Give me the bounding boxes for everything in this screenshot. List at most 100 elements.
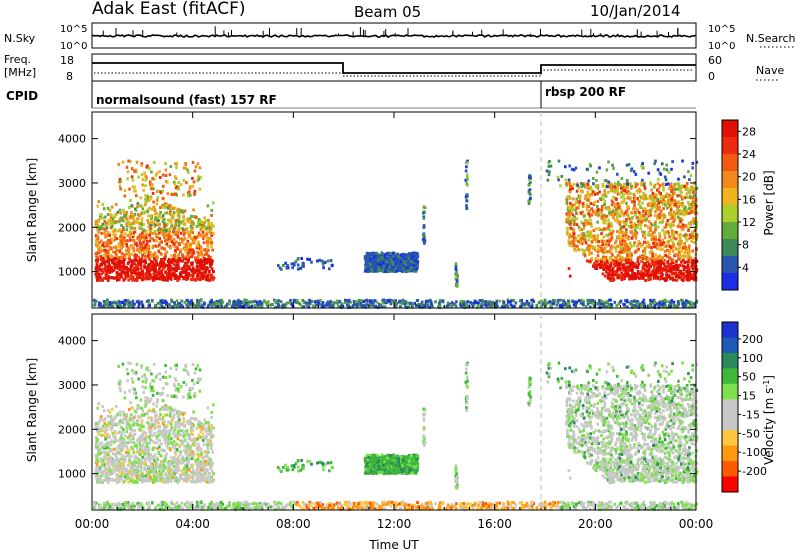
power-cell <box>116 266 120 270</box>
power-cell <box>602 227 606 231</box>
power-cell <box>644 224 647 227</box>
power-cell <box>371 304 375 307</box>
power-cell <box>574 249 578 252</box>
power-cell <box>167 240 170 244</box>
power-cell <box>166 275 170 279</box>
power-cell <box>669 268 672 272</box>
power-cell <box>593 192 597 196</box>
sky-panel: N.Sky 10^5 10^0 10^5 10^0 N.Search <box>4 22 796 52</box>
power-cell <box>178 222 181 226</box>
power-cell <box>185 299 188 303</box>
power-cell <box>681 258 685 262</box>
power-cell <box>385 300 389 304</box>
power-cell <box>611 212 615 216</box>
power-cell <box>685 299 688 303</box>
power-cell <box>479 299 482 302</box>
power-cell <box>208 227 211 230</box>
power-cell <box>103 223 107 227</box>
power-cell <box>109 254 112 257</box>
power-cell <box>155 239 158 243</box>
power-cell <box>620 271 623 275</box>
power-cell <box>161 301 165 305</box>
power-cell <box>219 303 223 307</box>
power-cell <box>128 267 132 271</box>
power-cell <box>662 198 665 202</box>
power-cell <box>691 236 695 240</box>
power-cell <box>642 305 646 309</box>
power-cell <box>165 211 169 215</box>
power-cell <box>607 302 611 306</box>
power-cell <box>684 251 687 255</box>
power-cell <box>656 182 660 186</box>
power-cell <box>111 217 115 221</box>
power-cell <box>682 301 685 305</box>
power-cell <box>693 221 696 225</box>
power-cell <box>100 239 103 243</box>
power-cell <box>118 249 122 253</box>
power-cell <box>619 227 623 231</box>
power-cell <box>639 244 643 248</box>
power-cell <box>598 301 601 305</box>
power-cell <box>132 221 135 225</box>
power-cell <box>126 239 130 243</box>
power-cell <box>100 272 103 276</box>
power-cell <box>161 189 165 193</box>
power-cell <box>206 230 210 234</box>
power-cell <box>148 257 151 261</box>
power-cell <box>215 299 219 303</box>
power-cell <box>165 278 168 282</box>
power-cell <box>133 277 137 281</box>
power-cell <box>104 235 107 239</box>
power-cell <box>100 225 103 229</box>
power-cell <box>633 181 637 185</box>
power-cell <box>346 300 350 304</box>
power-cell <box>380 269 384 273</box>
power-cell <box>621 185 624 189</box>
power-cell <box>629 196 632 200</box>
power-cell <box>636 302 640 306</box>
power-cell <box>394 262 397 266</box>
power-cell <box>667 243 671 247</box>
power-cell <box>679 233 682 237</box>
power-cell <box>135 266 138 270</box>
power-cell <box>403 302 407 306</box>
power-cell <box>107 278 110 282</box>
power-cell <box>167 218 170 222</box>
power-cell <box>611 258 614 262</box>
power-cell <box>690 240 693 243</box>
power-cell <box>672 243 676 247</box>
power-cell <box>380 267 383 271</box>
power-cell <box>596 209 600 213</box>
power-cell <box>580 185 584 189</box>
power-cell <box>634 299 638 303</box>
power-cell <box>151 261 155 264</box>
power-cell <box>693 240 696 244</box>
power-cell <box>172 263 176 267</box>
power-cell <box>144 254 147 258</box>
power-cell <box>633 213 637 217</box>
power-cell <box>603 189 606 193</box>
power-cell <box>206 204 210 208</box>
power-cell <box>305 303 309 307</box>
power-cell <box>636 266 640 269</box>
power-cell <box>630 211 634 215</box>
power-cell <box>183 248 187 251</box>
power-cell <box>186 260 190 264</box>
power-cell <box>655 242 659 246</box>
power-cell <box>170 192 174 196</box>
power-cell <box>159 210 162 214</box>
power-cell <box>210 267 214 271</box>
power-cell <box>121 244 125 248</box>
power-cell <box>144 203 147 207</box>
power-cell <box>667 305 671 309</box>
power-cell <box>692 219 695 223</box>
power-cell <box>210 233 214 237</box>
power-cell <box>676 224 680 228</box>
power-cell <box>365 298 369 302</box>
power-cell <box>674 247 678 251</box>
power-cell <box>565 202 569 206</box>
power-cell <box>102 231 106 235</box>
power-cell <box>117 260 120 264</box>
power-cell <box>649 183 653 187</box>
power-cell <box>197 252 200 256</box>
